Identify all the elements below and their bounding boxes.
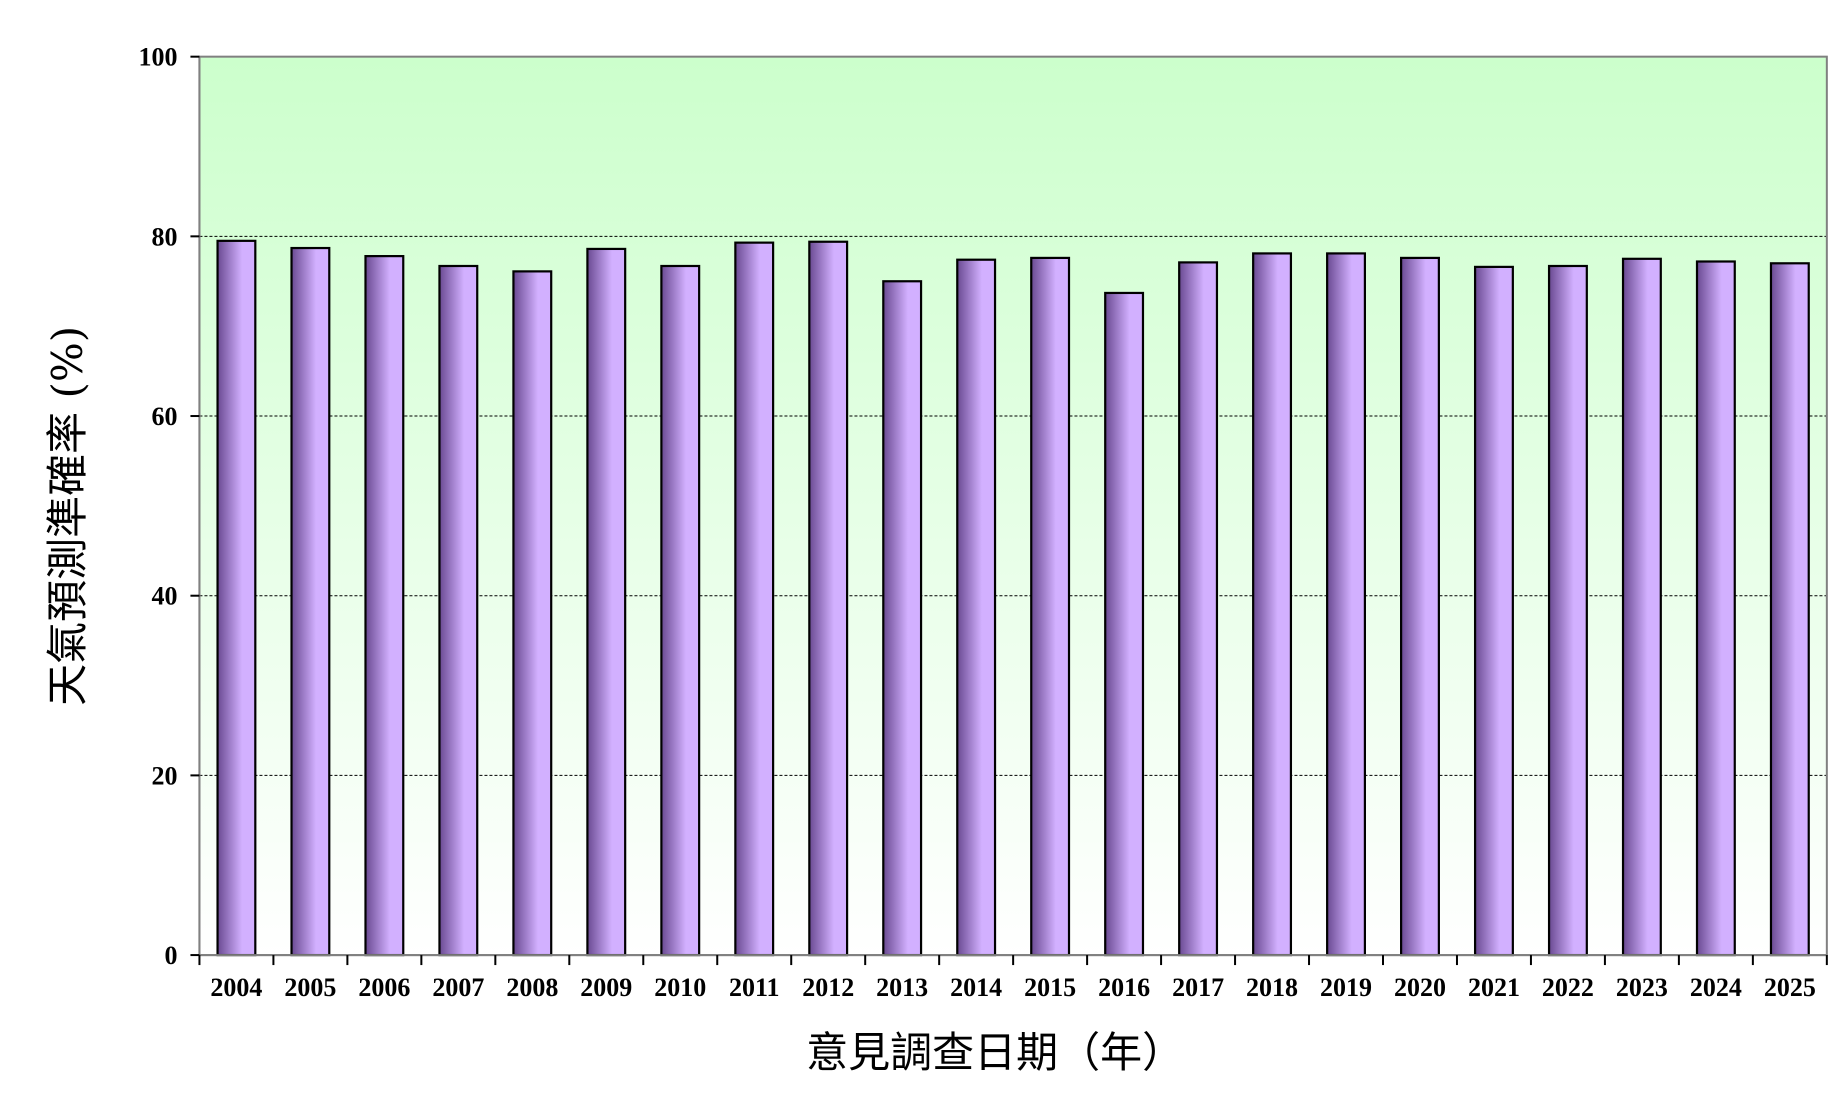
bar-2024 bbox=[1695, 260, 1736, 957]
x-tick-label: 2023 bbox=[1616, 973, 1668, 1002]
x-tick-label: 2018 bbox=[1246, 973, 1298, 1002]
x-tick-label: 2006 bbox=[358, 973, 410, 1002]
x-tick-label: 2020 bbox=[1394, 973, 1446, 1002]
y-tick-label: 0 bbox=[164, 941, 177, 970]
bar-2013 bbox=[882, 280, 923, 957]
bar-2008 bbox=[512, 270, 553, 957]
bar-2018 bbox=[1252, 252, 1293, 957]
x-tick-label: 2014 bbox=[950, 973, 1002, 1002]
bar-2011 bbox=[734, 241, 775, 957]
x-axis-title: 意見調查日期（年） bbox=[806, 1028, 1184, 1077]
bar-2007 bbox=[438, 264, 479, 957]
y-tick-label: 40 bbox=[151, 582, 177, 611]
axes bbox=[190, 55, 1828, 966]
y-tick-label: 80 bbox=[151, 222, 177, 251]
x-tick-label: 2009 bbox=[580, 973, 632, 1002]
y-tick-label: 60 bbox=[151, 402, 177, 431]
x-tick-label: 2021 bbox=[1468, 973, 1520, 1002]
bar-2004 bbox=[216, 239, 257, 957]
bar-2006 bbox=[364, 255, 405, 957]
bar-2021 bbox=[1473, 265, 1514, 957]
bar-2025 bbox=[1769, 262, 1810, 957]
x-tick-label: 2017 bbox=[1172, 973, 1224, 1002]
x-tick-label: 2008 bbox=[506, 973, 558, 1002]
bar-2017 bbox=[1178, 261, 1219, 957]
x-tick-labels: 2004 2005 2006 2007 2008 2009 2010 2011 2012 2013… bbox=[210, 973, 1815, 1002]
bar-2014 bbox=[956, 258, 997, 957]
x-tick-label: 2019 bbox=[1320, 973, 1372, 1002]
bar-2010 bbox=[660, 264, 701, 957]
bar-2022 bbox=[1547, 264, 1588, 957]
x-tick-label: 2011 bbox=[729, 973, 780, 1002]
x-tick-label: 2022 bbox=[1542, 973, 1594, 1002]
y-tick-labels: 0 20 40 60 80 100 bbox=[138, 43, 177, 970]
x-tick-label: 2013 bbox=[876, 973, 928, 1002]
bar-2015 bbox=[1030, 256, 1071, 957]
x-tick-label: 2015 bbox=[1024, 973, 1076, 1002]
bars bbox=[216, 239, 1810, 957]
x-tick-label: 2004 bbox=[210, 973, 262, 1002]
x-tick-label: 2005 bbox=[284, 973, 336, 1002]
x-tick-label: 2012 bbox=[802, 973, 854, 1002]
bar-2009 bbox=[586, 247, 627, 957]
bar-2005 bbox=[290, 246, 331, 957]
bar-2020 bbox=[1400, 256, 1440, 957]
x-tick-label: 2016 bbox=[1098, 973, 1150, 1002]
bar-2023 bbox=[1621, 257, 1662, 957]
bar-2019 bbox=[1326, 252, 1366, 957]
y-tick-label: 20 bbox=[151, 761, 177, 790]
y-axis-title: 天氣預測準確率 (%) bbox=[43, 326, 92, 706]
y-tick-label: 100 bbox=[138, 43, 177, 72]
x-tick-label: 2007 bbox=[432, 973, 484, 1002]
bar-2016 bbox=[1104, 291, 1145, 957]
bar-2012 bbox=[808, 240, 849, 957]
x-tick-label: 2024 bbox=[1690, 973, 1742, 1002]
x-tick-label: 2025 bbox=[1764, 973, 1816, 1002]
x-tick-label: 2010 bbox=[654, 973, 706, 1002]
